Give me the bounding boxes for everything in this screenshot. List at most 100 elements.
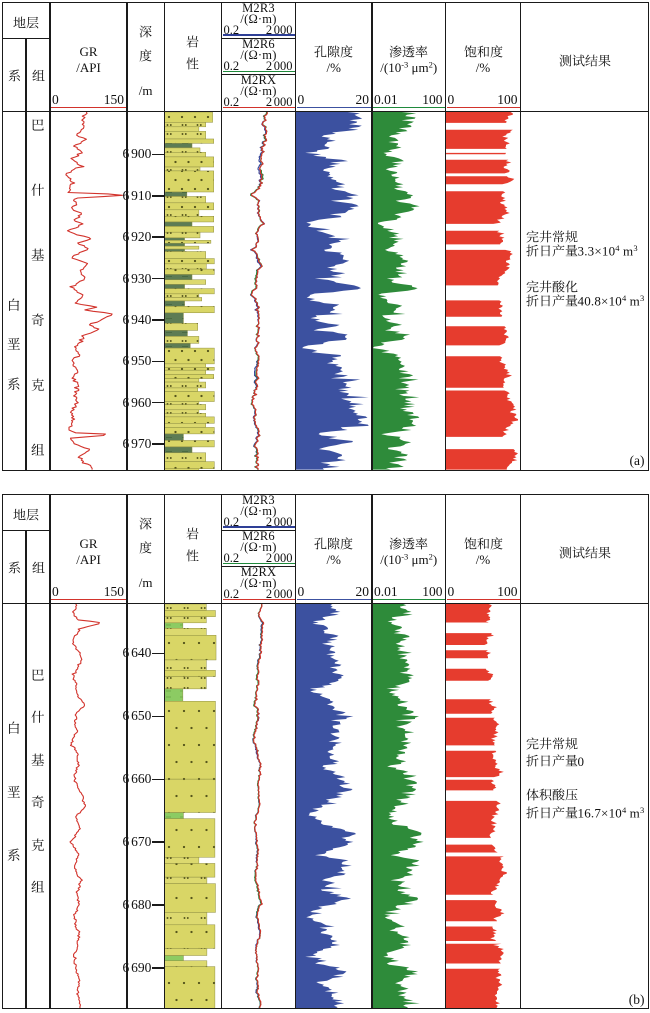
saturation-scale-min: 0 bbox=[447, 92, 455, 107]
resistivity-scale-row: 0.2 2 000 bbox=[224, 515, 293, 530]
depth-label: 6 920 bbox=[122, 229, 152, 245]
saturation-fill bbox=[445, 231, 504, 245]
resistivity-scale-max: 2 000 bbox=[265, 550, 293, 565]
saturation-track-name bbox=[463, 44, 503, 59]
gr-scale-max: 150 bbox=[103, 92, 124, 107]
permeability-fill-track bbox=[372, 112, 420, 470]
resistivity-scale-max: 2 000 bbox=[265, 58, 293, 73]
resistivity-scale-row: 0.2 2 000 bbox=[224, 23, 293, 38]
log-body: 6 640 6 650 6 660 6 670 6 680 6 690 0 16.7×104 … bbox=[2, 604, 649, 1009]
gr-curve-name: GR bbox=[79, 536, 98, 551]
saturation-track-unit: /% bbox=[475, 552, 491, 567]
m2rx-curve bbox=[250, 112, 268, 471]
depth-tick bbox=[152, 153, 165, 156]
saturation-fill bbox=[445, 926, 497, 942]
resistivity-scale-row: 0.2 2 000 bbox=[224, 587, 293, 602]
resistivity-curve-unit: /(Ω·m) bbox=[240, 576, 277, 591]
porosity-header-cell: /% bbox=[296, 44, 373, 76]
saturation-fill bbox=[445, 969, 502, 1009]
saturation-header-cell: /% bbox=[446, 536, 521, 568]
formation-header-label bbox=[31, 560, 45, 575]
resistivity-scale-max: 2 000 bbox=[265, 22, 293, 37]
saturation-scale-max: 100 bbox=[497, 92, 518, 107]
porosity-scale-row: 0 20 bbox=[298, 92, 370, 108]
test-result-line: 3.3×104 m3 bbox=[525, 243, 638, 260]
resistivity-curve-track bbox=[251, 604, 264, 1009]
system-name bbox=[2, 848, 26, 864]
system-header-cell bbox=[2, 560, 26, 576]
saturation-fill bbox=[445, 604, 492, 623]
formation-header-label bbox=[31, 68, 45, 83]
test-result-line: 40.8×104 m3 bbox=[525, 293, 644, 310]
gr-scale-line bbox=[51, 106, 126, 109]
resistivity-scale-line bbox=[222, 526, 295, 529]
test-result-header-cell bbox=[521, 545, 649, 561]
gr-scale-min: 0 bbox=[52, 92, 59, 107]
porosity-fill bbox=[295, 604, 356, 1009]
porosity-track-unit: /% bbox=[326, 60, 341, 75]
permeability-scale-row: 0.01 100 bbox=[374, 584, 443, 600]
depth-tick bbox=[152, 236, 165, 238]
vertical-label-char bbox=[127, 516, 164, 532]
resistivity-header-m2r3: M2R3/(Ω·m) bbox=[222, 1, 296, 26]
permeability-header-cell: /(10-3 μm2) bbox=[372, 536, 446, 568]
system-name bbox=[2, 298, 26, 314]
saturation-fill bbox=[445, 750, 504, 778]
saturation-fill bbox=[445, 717, 499, 746]
gr-curve-unit: /API bbox=[76, 552, 101, 567]
gr-header-cell: GR /API bbox=[50, 44, 127, 76]
formation-name bbox=[26, 248, 50, 264]
permeability-fill bbox=[372, 604, 424, 1009]
permeability-header-cell: /(10-3 μm2) bbox=[372, 44, 446, 76]
depth-tick bbox=[152, 277, 165, 280]
test-result-header-label bbox=[558, 545, 611, 560]
system-name bbox=[2, 784, 26, 800]
test-result-line: 0 bbox=[525, 754, 585, 770]
system-header-label bbox=[8, 68, 21, 83]
saturation-header-cell: /% bbox=[446, 44, 521, 76]
lithology-track bbox=[164, 112, 215, 471]
formation-name bbox=[26, 118, 50, 134]
permeability-scale-min: 0.01 bbox=[374, 584, 398, 599]
panel-b: GR /API 0 150 /m /% 0 20 /(10-3 μm2) 0.0… bbox=[2, 493, 649, 1009]
saturation-track-unit: /% bbox=[475, 60, 491, 75]
saturation-fill bbox=[445, 129, 513, 150]
gr-curve-track bbox=[65, 112, 123, 470]
resistivity-header-m2r3: M2R3/(Ω·m) bbox=[222, 493, 296, 518]
saturation-fill bbox=[445, 633, 494, 646]
vertical-label-char bbox=[164, 34, 221, 50]
resistivity-curve-unit: /(Ω·m) bbox=[240, 84, 277, 99]
depth-label: 6 910 bbox=[122, 187, 152, 203]
depth-label: 6 670 bbox=[122, 834, 152, 850]
gr-curve bbox=[69, 604, 100, 1009]
column-border bbox=[163, 2, 165, 471]
lithology-track bbox=[164, 604, 217, 1009]
column-border bbox=[25, 37, 27, 471]
resistivity-scale-line bbox=[222, 70, 295, 73]
porosity-scale-min: 0 bbox=[297, 92, 305, 107]
saturation-fill bbox=[445, 801, 501, 839]
column-border bbox=[25, 529, 27, 1009]
permeability-fill-track bbox=[372, 604, 424, 1009]
column-border bbox=[220, 494, 223, 1009]
column-border bbox=[126, 494, 128, 1009]
depth-unit-text: /m bbox=[138, 83, 153, 98]
test-result-header-label bbox=[558, 53, 611, 68]
resistivity-scale-min: 0.2 bbox=[223, 94, 240, 109]
saturation-fill bbox=[445, 300, 503, 317]
depth-label: 6 900 bbox=[122, 146, 152, 162]
resistivity-curve-name: M2RX bbox=[240, 72, 277, 87]
resistivity-header-m2r6: M2R6/(Ω·m) bbox=[222, 37, 296, 62]
test-result-line bbox=[525, 788, 578, 804]
saturation-fill bbox=[445, 112, 513, 124]
resistivity-scale-min: 0.2 bbox=[223, 514, 240, 529]
resistivity-curve-unit: /(Ω·m) bbox=[240, 12, 277, 26]
vertical-label-char bbox=[127, 48, 164, 64]
saturation-fill bbox=[445, 780, 496, 791]
resistivity-header-m2rx: M2RX/(Ω·m) bbox=[222, 566, 296, 591]
saturation-fill bbox=[445, 326, 509, 346]
porosity-header-cell: /% bbox=[296, 536, 373, 568]
gr-curve-unit: /API bbox=[76, 60, 101, 75]
resistivity-subdivider bbox=[221, 73, 296, 75]
